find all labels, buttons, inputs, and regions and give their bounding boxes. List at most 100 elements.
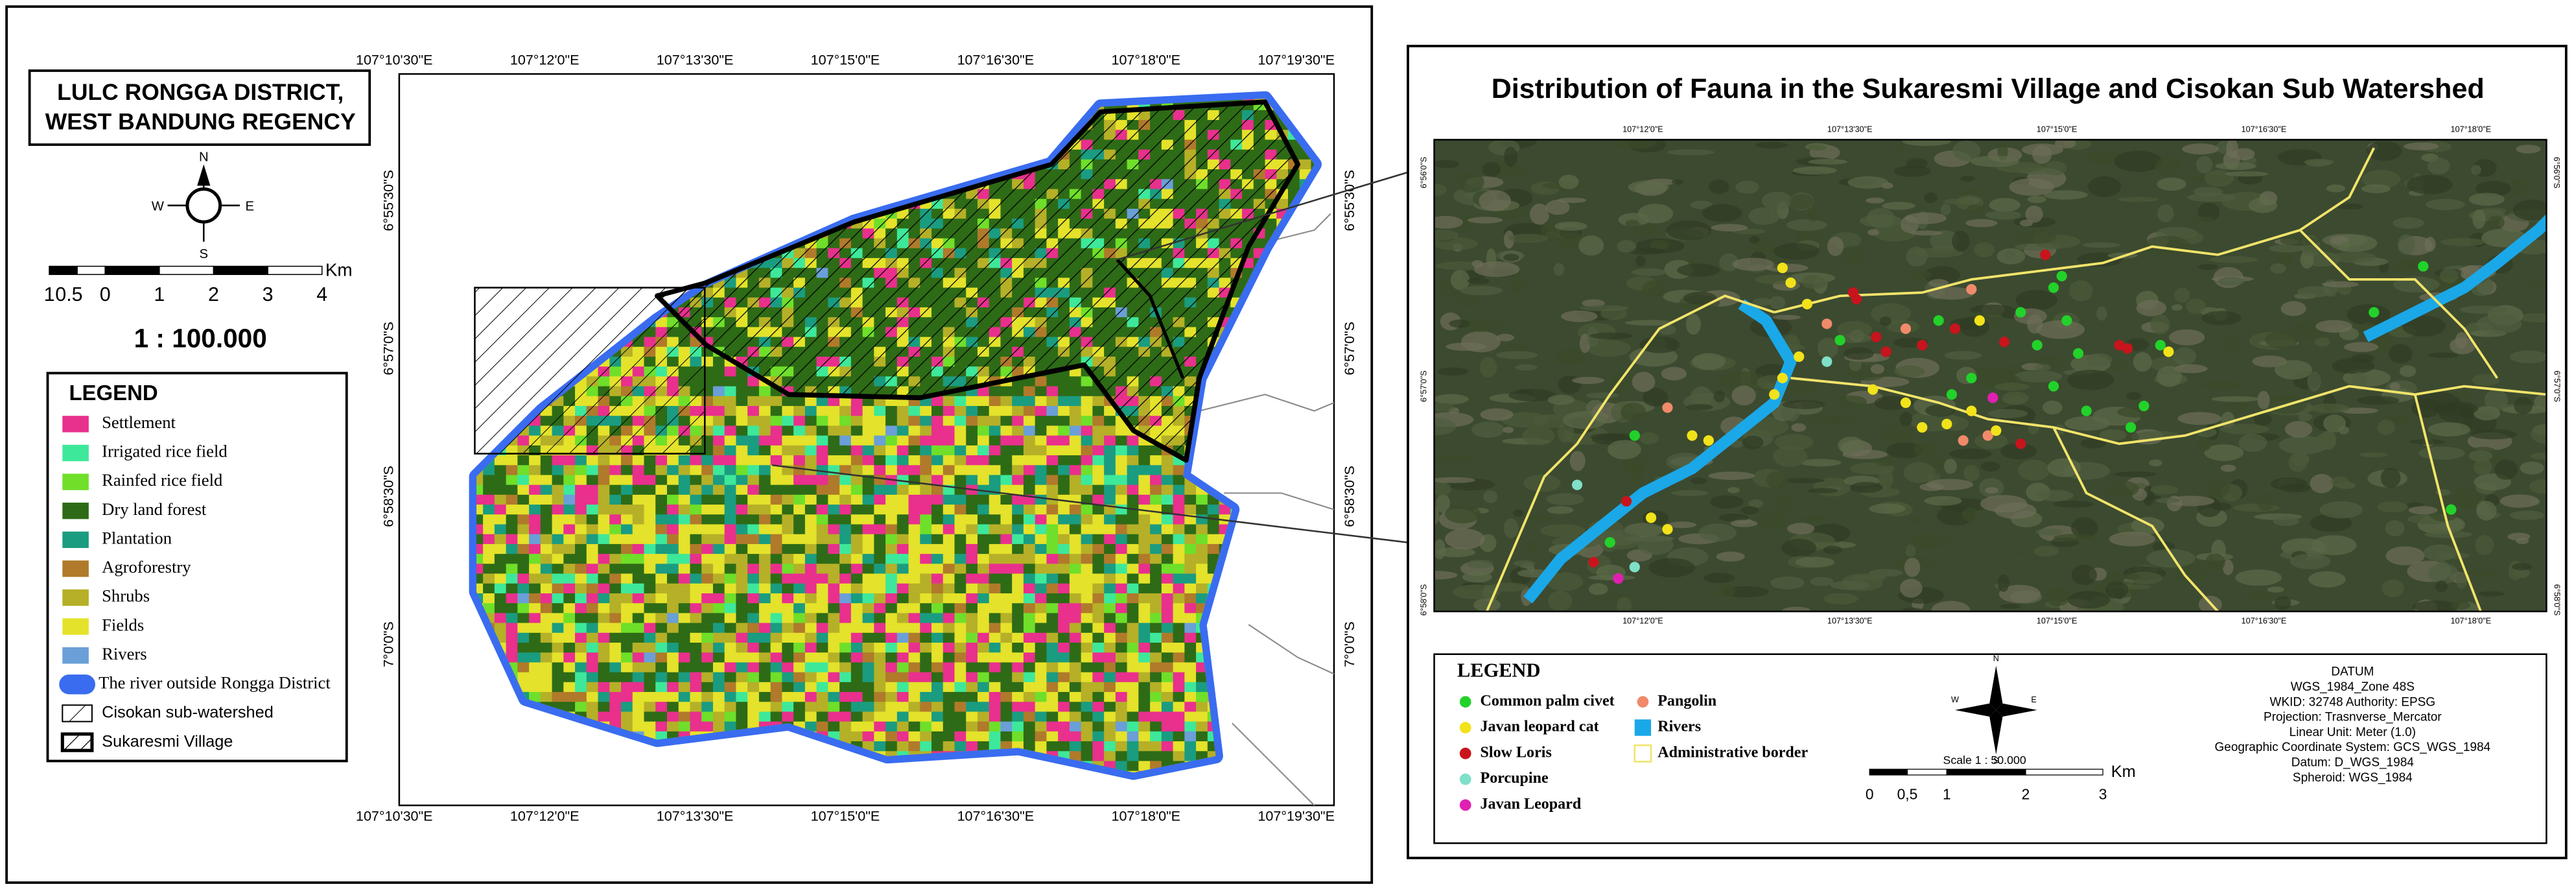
lulc-cell	[724, 613, 737, 624]
lulc-cell	[1000, 652, 1013, 663]
lulc-cell	[1115, 524, 1128, 535]
lulc-cell	[816, 396, 829, 407]
lulc-cell	[954, 593, 967, 604]
lulc-cell	[920, 721, 933, 733]
lulc-cell	[621, 583, 634, 595]
lulc-cell	[1196, 711, 1209, 722]
lulc-cell	[655, 543, 668, 555]
lulc-cell	[586, 564, 599, 575]
lulc-cell	[701, 593, 714, 604]
lulc-cell	[1081, 455, 1094, 466]
lulc-cell	[943, 603, 955, 614]
lulc-cell	[517, 603, 530, 614]
lulc-cell	[476, 534, 484, 545]
lulc-cell	[943, 416, 955, 427]
lulc-cell	[1046, 465, 1059, 476]
scale-bar	[49, 265, 323, 276]
lulc-cell	[494, 505, 507, 516]
lulc-cell	[1161, 623, 1174, 634]
lulc-cell	[1138, 534, 1151, 545]
lulc-cell	[701, 465, 714, 476]
lulc-cell	[977, 652, 990, 663]
lulc-cell	[874, 543, 887, 555]
lulc-cell	[874, 583, 887, 595]
lulc-cell	[896, 711, 909, 722]
lulc-cell	[1012, 623, 1025, 634]
lulc-cell	[1161, 672, 1174, 684]
lulc-cell	[609, 534, 622, 545]
lulc-cell	[1104, 416, 1117, 427]
lulc-cell	[747, 534, 760, 545]
lulc-cell	[655, 682, 668, 693]
lulc-cell	[804, 652, 817, 663]
lulc-cell	[655, 593, 668, 604]
lulc-cell	[621, 534, 634, 545]
lulc-cell	[1035, 445, 1048, 457]
lulc-cell	[736, 396, 749, 407]
lulc-cell	[804, 524, 817, 535]
lulc-cell	[1023, 702, 1036, 713]
lulc-cell	[644, 455, 657, 466]
lulc-cell	[1092, 564, 1105, 575]
lulc-cell	[712, 672, 725, 684]
lulc-cell	[920, 593, 933, 604]
lulc-cell	[1058, 573, 1071, 585]
lulc-cell	[782, 573, 795, 585]
lulc-cell	[1058, 554, 1071, 565]
lulc-cell	[1150, 534, 1163, 545]
lulc-cell	[862, 632, 875, 644]
lulc-cell	[989, 435, 1001, 447]
lulc-cell	[586, 593, 599, 604]
lulc-cell	[1184, 593, 1197, 604]
lulc-cell	[1127, 505, 1140, 516]
lulc-cell	[828, 583, 841, 595]
lulc-cell	[816, 524, 829, 535]
lulc-cell	[506, 494, 519, 506]
lulc-cell	[1035, 494, 1048, 506]
lulc-cell	[839, 692, 852, 703]
lulc-cell	[1138, 465, 1151, 476]
lulc-cell	[850, 702, 863, 713]
lulc-cell	[1069, 564, 1082, 575]
lulc-cell	[1092, 583, 1105, 595]
lulc-cell	[804, 543, 817, 555]
lulc-cell	[529, 505, 542, 516]
lulc-cell	[885, 632, 898, 644]
lulc-cell	[678, 465, 691, 476]
lulc-cell	[540, 475, 553, 486]
lulc-cell	[712, 623, 725, 634]
lulc-cell	[828, 554, 841, 565]
lulc-cell	[1127, 484, 1140, 496]
legend-label: Rivers	[102, 644, 146, 663]
lulc-cell	[632, 494, 645, 506]
lulc-cell	[943, 455, 955, 466]
lulc-cell	[816, 603, 829, 614]
lulc-cell	[1127, 564, 1140, 575]
lulc-cell	[724, 564, 737, 575]
lulc-cell	[1081, 445, 1094, 457]
lulc-cell	[747, 613, 760, 624]
lulc-cell	[747, 505, 760, 516]
lulc-cell	[793, 435, 806, 447]
lulc-cell	[621, 475, 634, 486]
lulc-cell	[896, 632, 909, 644]
lulc-cell	[816, 593, 829, 604]
lulc-cell	[1081, 376, 1094, 387]
lulc-cell	[850, 554, 863, 565]
lulc-cell	[1023, 435, 1036, 447]
lulc-cell	[632, 543, 645, 555]
lulc-cell	[575, 524, 588, 535]
lulc-cell	[1035, 711, 1048, 722]
lulc-cell	[483, 543, 496, 555]
lulc-cell	[1104, 524, 1117, 535]
lulc-cell	[920, 435, 933, 447]
lulc-cell	[1046, 583, 1059, 595]
lulc-cell	[989, 662, 1001, 673]
lulc-cell	[1138, 603, 1151, 614]
lulc-cell	[494, 554, 507, 565]
lulc-cell	[666, 494, 679, 506]
lulc-cell	[989, 534, 1001, 545]
lulc-cell	[1000, 514, 1013, 525]
lulc-cell	[816, 554, 829, 565]
lulc-cell	[517, 564, 530, 575]
